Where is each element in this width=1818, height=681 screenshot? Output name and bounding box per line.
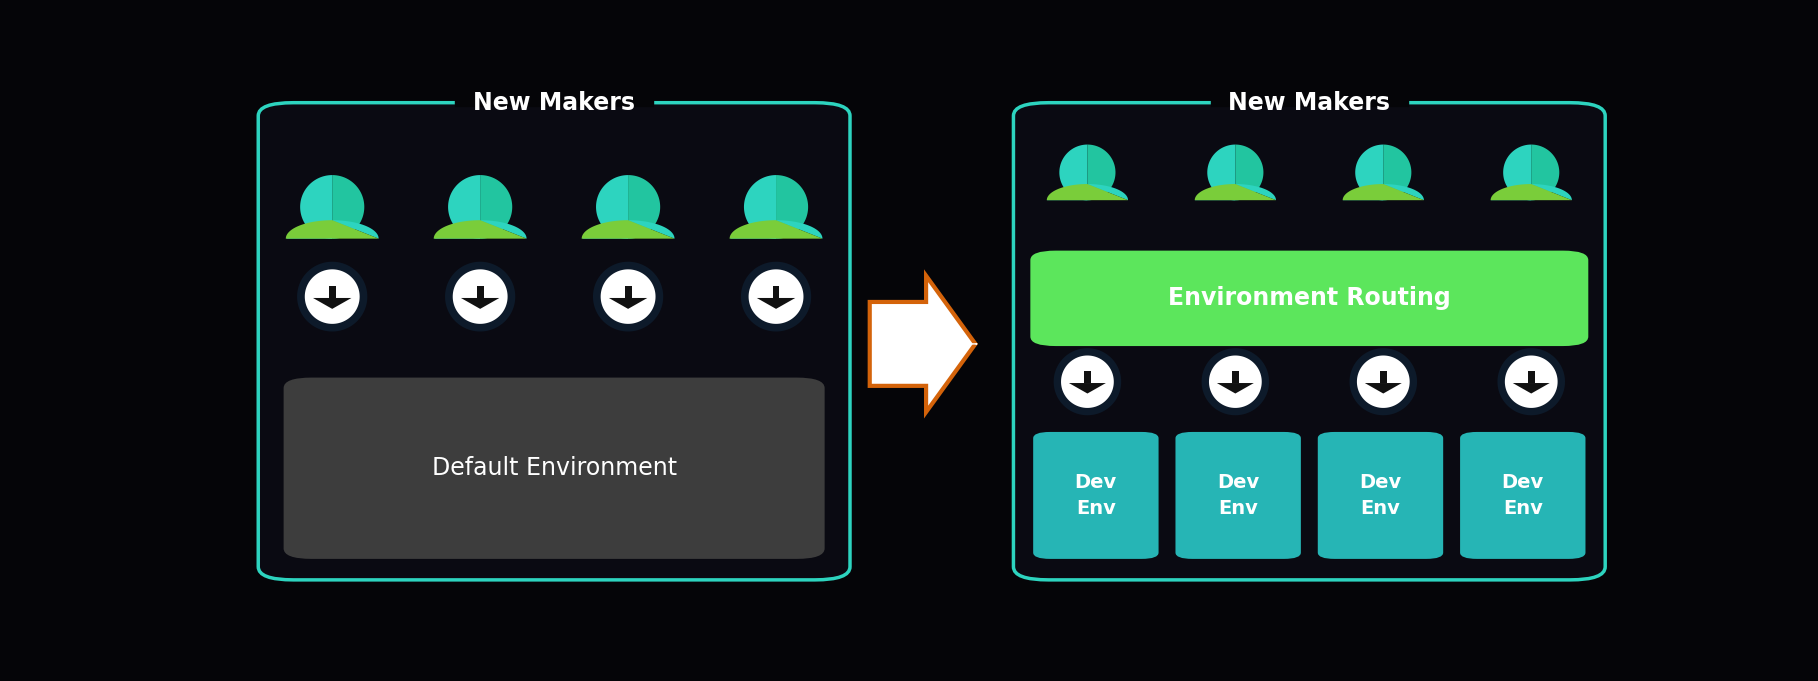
FancyBboxPatch shape bbox=[284, 377, 825, 559]
Polygon shape bbox=[729, 220, 822, 238]
Polygon shape bbox=[1211, 99, 1407, 106]
Polygon shape bbox=[285, 220, 378, 238]
Bar bbox=[476, 286, 484, 298]
Polygon shape bbox=[1087, 144, 1116, 200]
Polygon shape bbox=[1349, 348, 1416, 415]
FancyBboxPatch shape bbox=[1033, 432, 1158, 559]
Polygon shape bbox=[609, 298, 647, 309]
Polygon shape bbox=[729, 220, 822, 238]
Polygon shape bbox=[1344, 184, 1423, 200]
Text: Dev
Env: Dev Env bbox=[1502, 473, 1543, 518]
Polygon shape bbox=[462, 298, 500, 309]
Polygon shape bbox=[285, 220, 378, 238]
Text: Dev
Env: Dev Env bbox=[1360, 473, 1402, 518]
Bar bbox=[1084, 371, 1091, 383]
Polygon shape bbox=[1491, 184, 1573, 200]
Text: Environment Routing: Environment Routing bbox=[1167, 286, 1451, 311]
Polygon shape bbox=[776, 175, 809, 239]
Polygon shape bbox=[1498, 348, 1565, 415]
Polygon shape bbox=[300, 175, 333, 239]
Polygon shape bbox=[333, 175, 364, 239]
Polygon shape bbox=[435, 220, 527, 238]
Polygon shape bbox=[1356, 355, 1409, 408]
Text: Default Environment: Default Environment bbox=[431, 456, 676, 480]
Polygon shape bbox=[1060, 144, 1087, 200]
Polygon shape bbox=[445, 262, 514, 332]
Polygon shape bbox=[1047, 184, 1127, 200]
FancyBboxPatch shape bbox=[1318, 432, 1443, 559]
Polygon shape bbox=[305, 270, 360, 324]
Polygon shape bbox=[1047, 184, 1127, 200]
Polygon shape bbox=[1383, 144, 1411, 200]
Polygon shape bbox=[593, 262, 664, 332]
Polygon shape bbox=[1365, 383, 1402, 394]
FancyBboxPatch shape bbox=[1176, 432, 1302, 559]
Polygon shape bbox=[1491, 184, 1573, 200]
Polygon shape bbox=[1505, 355, 1558, 408]
Polygon shape bbox=[582, 220, 674, 238]
Bar bbox=[1380, 371, 1387, 383]
Bar bbox=[1527, 371, 1534, 383]
Text: Dev
Env: Dev Env bbox=[1074, 473, 1116, 518]
Polygon shape bbox=[627, 175, 660, 239]
Polygon shape bbox=[744, 175, 776, 239]
Bar bbox=[1233, 371, 1238, 383]
Polygon shape bbox=[296, 262, 367, 332]
Polygon shape bbox=[1503, 144, 1531, 200]
Polygon shape bbox=[435, 220, 527, 238]
Polygon shape bbox=[480, 175, 513, 239]
Polygon shape bbox=[596, 175, 627, 239]
Polygon shape bbox=[1194, 184, 1276, 200]
Text: New Makers: New Makers bbox=[473, 91, 634, 114]
Polygon shape bbox=[1513, 383, 1549, 394]
Bar bbox=[329, 286, 336, 298]
Polygon shape bbox=[749, 270, 804, 324]
Polygon shape bbox=[582, 220, 674, 238]
Polygon shape bbox=[453, 270, 507, 324]
Polygon shape bbox=[447, 175, 480, 239]
Text: Dev
Env: Dev Env bbox=[1216, 473, 1260, 518]
Polygon shape bbox=[1209, 355, 1262, 408]
Polygon shape bbox=[456, 99, 653, 106]
Polygon shape bbox=[1531, 144, 1560, 200]
Bar bbox=[625, 286, 631, 298]
Polygon shape bbox=[313, 298, 351, 309]
Bar bbox=[773, 286, 780, 298]
Text: New Makers: New Makers bbox=[1229, 91, 1391, 114]
Polygon shape bbox=[1202, 348, 1269, 415]
Polygon shape bbox=[1344, 184, 1423, 200]
Polygon shape bbox=[756, 298, 794, 309]
FancyBboxPatch shape bbox=[1013, 103, 1605, 580]
Polygon shape bbox=[1062, 355, 1114, 408]
Polygon shape bbox=[1054, 348, 1122, 415]
FancyArrow shape bbox=[869, 276, 976, 412]
Polygon shape bbox=[1236, 144, 1264, 200]
Polygon shape bbox=[1194, 184, 1276, 200]
Polygon shape bbox=[1216, 383, 1254, 394]
Polygon shape bbox=[600, 270, 656, 324]
Polygon shape bbox=[1069, 383, 1105, 394]
FancyBboxPatch shape bbox=[1460, 432, 1585, 559]
Polygon shape bbox=[1207, 144, 1236, 200]
Polygon shape bbox=[742, 262, 811, 332]
FancyBboxPatch shape bbox=[1031, 251, 1589, 346]
FancyBboxPatch shape bbox=[258, 103, 851, 580]
Polygon shape bbox=[1354, 144, 1383, 200]
